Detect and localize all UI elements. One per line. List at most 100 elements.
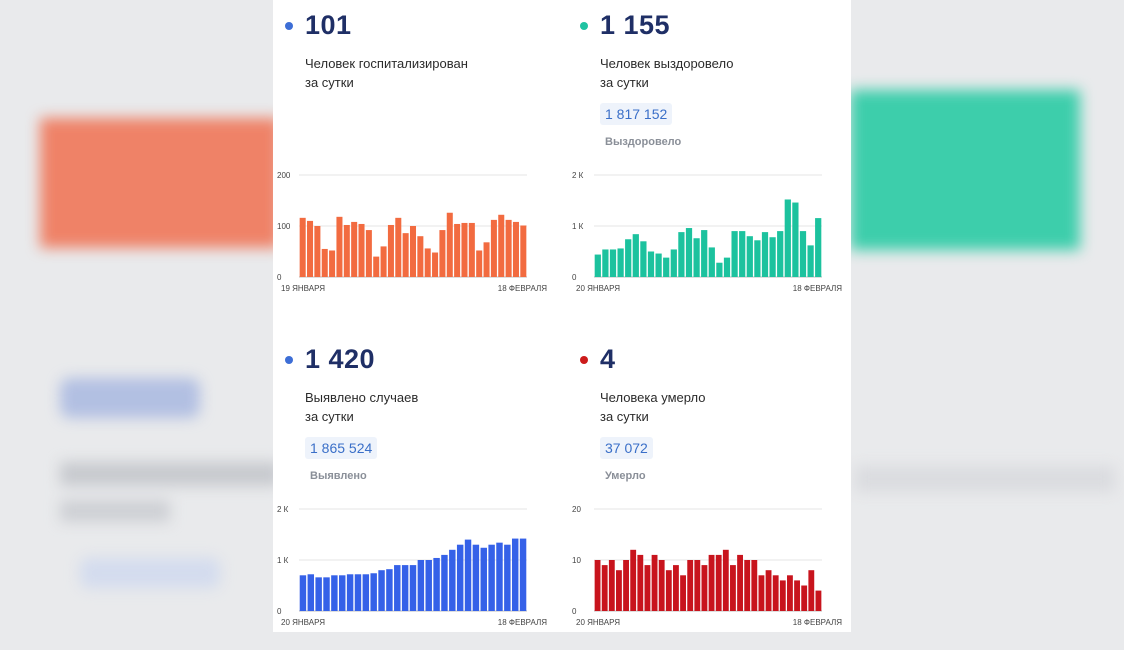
bar — [658, 560, 665, 611]
bar-chart: 0 1 К 2 К 20 ЯНВАРЯ 18 ФЕВРАЛЯ — [572, 171, 842, 293]
bar — [476, 250, 483, 277]
bar — [321, 248, 328, 277]
blurred-pill — [80, 558, 220, 588]
bar — [461, 222, 468, 277]
bar — [625, 239, 632, 277]
bar — [739, 231, 746, 277]
bar — [663, 257, 670, 277]
bullet-dot — [285, 356, 293, 364]
bar — [307, 574, 315, 611]
bar — [716, 262, 723, 277]
bar — [354, 574, 362, 611]
bar — [432, 252, 439, 277]
bar — [424, 248, 431, 277]
card-cases: 1 420 Выявлено случаев за сутки 1 865 52… — [273, 334, 562, 650]
bar — [362, 574, 370, 611]
bar-chart: 0 1 К 2 К 20 ЯНВАРЯ 18 ФЕВРАЛЯ — [277, 505, 547, 627]
caption-line: Человек госпитализирован — [305, 56, 468, 71]
bar — [685, 228, 693, 277]
bar — [402, 233, 409, 277]
bar — [490, 219, 497, 277]
y-tick-label: 100 — [277, 222, 291, 231]
daily-value: 1 420 — [305, 344, 376, 374]
bar — [630, 549, 637, 611]
x-tick-label-end: 18 ФЕВРАЛЯ — [793, 284, 842, 293]
y-tick-label: 0 — [572, 607, 577, 616]
total-label: Умерло — [605, 470, 646, 482]
bar — [647, 251, 655, 277]
bar — [329, 250, 336, 277]
bar — [751, 560, 758, 611]
caption-line: Человек выздоровело — [600, 56, 734, 71]
x-tick-label-end: 18 ФЕВРАЛЯ — [498, 284, 547, 293]
bar — [708, 247, 715, 277]
bar — [358, 223, 365, 277]
bar — [299, 217, 306, 277]
total-value: 37 072 — [600, 437, 653, 459]
bar — [417, 236, 424, 277]
bar — [701, 565, 708, 611]
caption-line: за сутки — [305, 409, 354, 424]
y-tick-label: 0 — [277, 273, 282, 282]
bar — [594, 254, 601, 277]
bar — [454, 223, 461, 277]
bar — [608, 560, 615, 611]
bar — [723, 257, 731, 277]
bar — [602, 249, 609, 277]
bar — [336, 216, 343, 277]
card-recovered: 1 155 Человек выздоровело за сутки 1 817… — [568, 0, 857, 316]
bar — [346, 574, 354, 611]
bar — [315, 577, 322, 611]
bar — [351, 221, 358, 277]
blurred-badge — [60, 378, 200, 418]
bar — [815, 590, 822, 611]
bar — [779, 580, 786, 611]
bar — [694, 560, 701, 611]
bar — [623, 560, 629, 611]
caption: Выявлено случаев за сутки — [305, 388, 418, 426]
x-tick-label-start: 20 ЯНВАРЯ — [281, 618, 325, 627]
blurred-green-chart — [850, 90, 1080, 250]
bar — [409, 226, 417, 277]
total-value: 1 865 524 — [305, 437, 378, 459]
bar — [373, 256, 380, 277]
bar — [758, 575, 765, 611]
bar — [792, 202, 799, 277]
bar — [425, 560, 432, 611]
bar — [765, 570, 772, 611]
bar — [480, 547, 487, 611]
caption: Человек госпитализирован за сутки — [305, 54, 468, 92]
bullet-dot — [580, 22, 588, 30]
caption: Человек выздоровело за сутки — [600, 54, 733, 92]
x-tick-label-start: 20 ЯНВАРЯ — [576, 284, 620, 293]
y-tick-label: 1 К — [277, 556, 289, 565]
bar — [488, 544, 495, 611]
bar — [609, 249, 617, 277]
bar — [632, 234, 639, 277]
bar — [339, 575, 346, 611]
bar — [746, 236, 753, 277]
bar — [394, 565, 401, 611]
y-tick-label: 10 — [572, 556, 581, 565]
daily-value: 101 — [305, 10, 352, 40]
bar — [680, 575, 686, 611]
bar — [464, 539, 472, 611]
bar — [343, 224, 350, 277]
bar — [761, 232, 769, 277]
bar — [772, 575, 779, 611]
bar — [815, 218, 822, 277]
stats-panel: 101 Человек госпитализирован за сутки 0 1… — [273, 0, 851, 632]
blurred-text — [60, 462, 280, 486]
bar — [468, 222, 475, 277]
caption-line: Выявлено случаев — [305, 390, 419, 405]
y-tick-label: 0 — [277, 607, 282, 616]
bar — [799, 231, 807, 277]
bar — [651, 554, 658, 611]
bar — [314, 226, 321, 277]
card-hospitalized: 101 Человек госпитализирован за сутки 0 1… — [273, 0, 562, 316]
caption-line: Человека умерло — [600, 390, 706, 405]
bar — [754, 240, 761, 277]
bar — [769, 237, 776, 277]
total-label: Выявлено — [310, 470, 367, 482]
bar — [730, 565, 736, 611]
